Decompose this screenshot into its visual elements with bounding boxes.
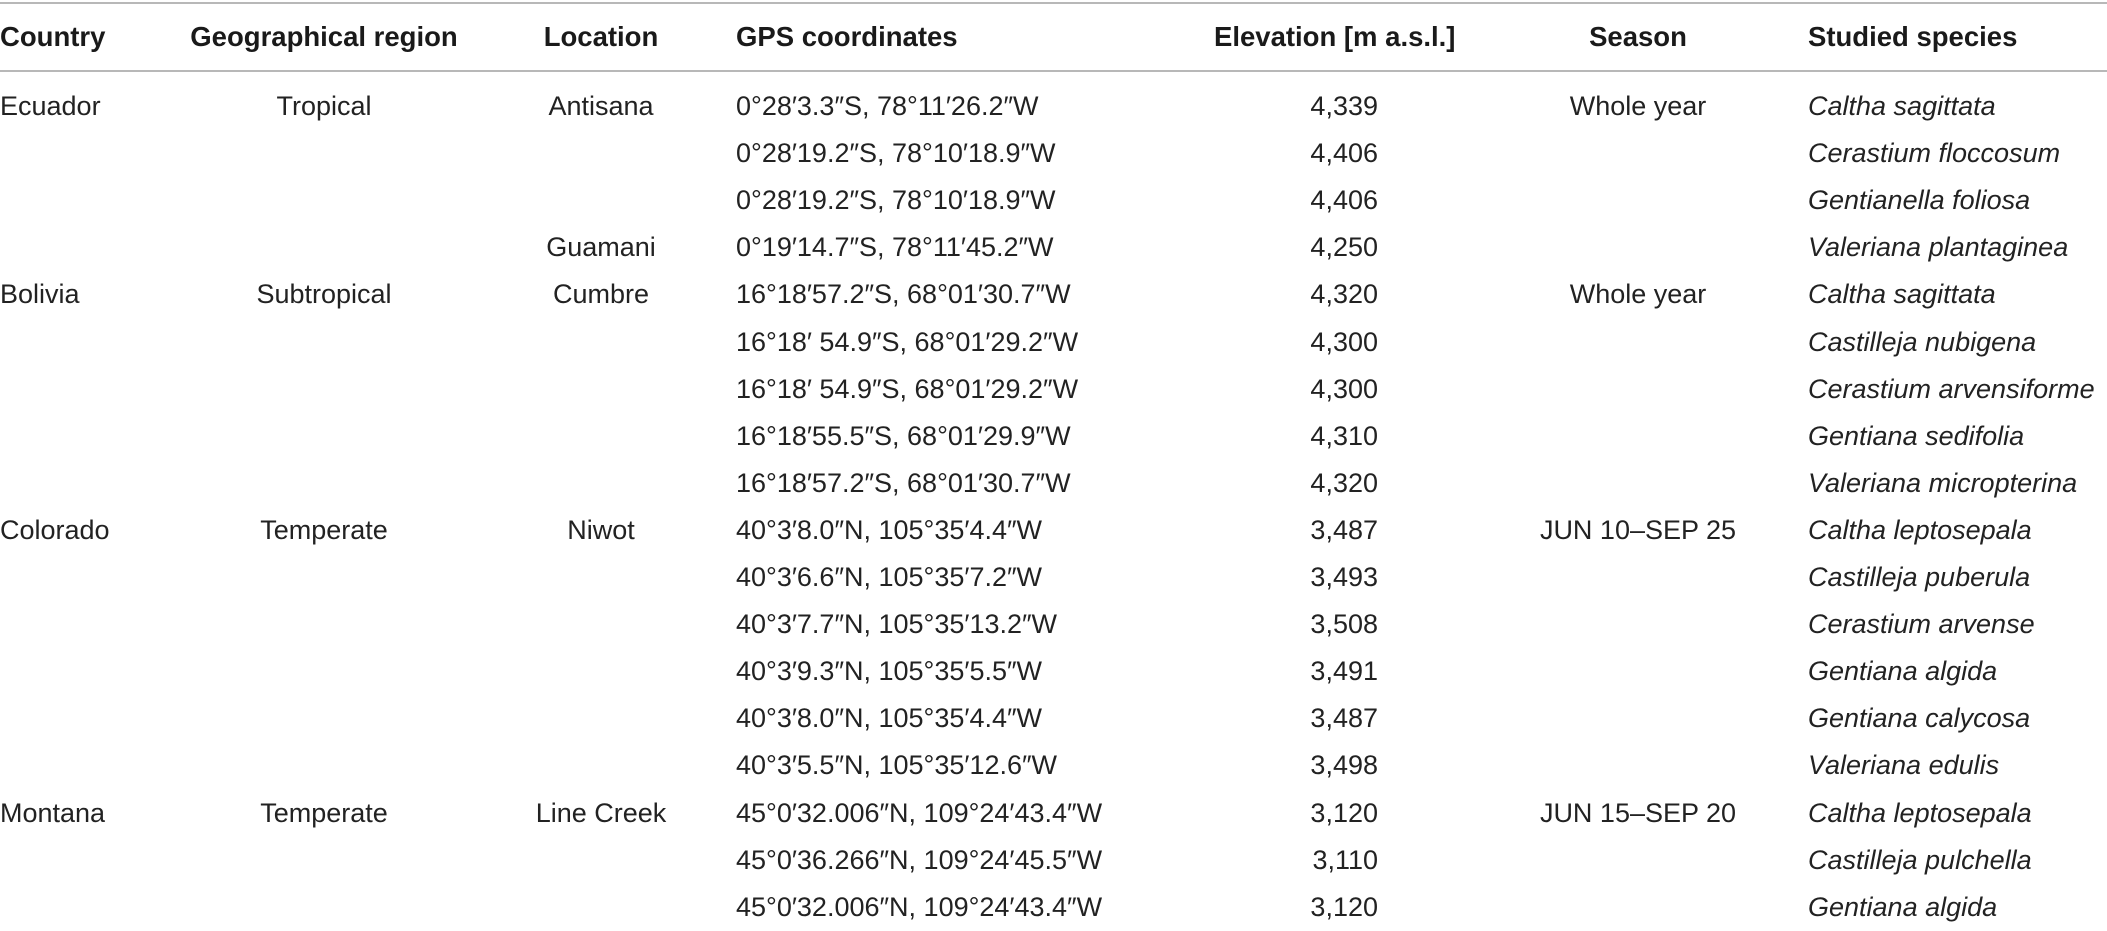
cell-elevation: 4,250 bbox=[1310, 232, 1378, 263]
cell-gps: 16°18′55.5″S, 68°01′29.9″W bbox=[736, 420, 1071, 451]
cell-elevation: 4,406 bbox=[1310, 138, 1378, 169]
cell-gps: 40°3′7.7″N, 105°35′13.2″W bbox=[736, 609, 1058, 640]
table-row: 0°28′19.2″S, 78°10′18.9″W 4,406 Gentianell… bbox=[0, 177, 2107, 224]
cell-species: Gentianella foliosa bbox=[1808, 185, 2031, 216]
cell-gps: 0°28′3.3″S, 78°11′26.2″W bbox=[736, 91, 1039, 121]
header-location: Location bbox=[543, 21, 659, 52]
header-season: Season bbox=[1589, 21, 1687, 52]
cell-region: Temperate bbox=[260, 514, 388, 545]
cell-elevation: 3,487 bbox=[1310, 514, 1378, 545]
cell-gps: 0°19′14.7″S, 78°11′45.2″W bbox=[736, 232, 1054, 263]
cell-gps: 45°0′32.006″N, 109°24′43.4″W bbox=[736, 797, 1103, 828]
cell-elevation: 4,339 bbox=[1310, 91, 1378, 121]
table-header-row: Country Geographical region Location GPS… bbox=[0, 13, 2107, 60]
cell-location: Niwot bbox=[567, 514, 635, 545]
header-gps: GPS coordinates bbox=[736, 21, 958, 52]
cell-region: Temperate bbox=[260, 797, 388, 828]
cell-country: Montana bbox=[0, 797, 106, 828]
cell-elevation: 4,406 bbox=[1310, 185, 1378, 216]
cell-season: Whole year bbox=[1569, 279, 1707, 310]
cell-species: Castilleja nubigena bbox=[1808, 326, 2037, 357]
table-row: 16°18′ 54.9″S, 68°01′29.2″W 4,300 Cerastiu… bbox=[0, 366, 2107, 413]
cell-elevation: 4,320 bbox=[1310, 467, 1378, 498]
cell-gps: 40°3′8.0″N, 105°35′4.4″W bbox=[736, 514, 1043, 545]
table-row: 40°3′6.6″N, 105°35′7.2″W 3,493 Castilleja … bbox=[0, 554, 2107, 601]
cell-gps: 16°18′ 54.9″S, 68°01′29.2″W bbox=[736, 373, 1079, 404]
table-row: Guamani 0°19′14.7″S, 78°11′45.2″W 4,250 Val… bbox=[0, 224, 2107, 271]
table-row: Ecuador Tropical Antisana 0°28′3.3″S, 78°11… bbox=[0, 83, 2107, 130]
table-row: 40°3′7.7″N, 105°35′13.2″W 3,508 Cerastium … bbox=[0, 601, 2107, 648]
cell-species: Cerastium arvensiforme bbox=[1808, 373, 2095, 404]
cell-country: Ecuador bbox=[0, 91, 101, 121]
cell-elevation: 3,491 bbox=[1310, 656, 1378, 687]
table-top-rule bbox=[0, 2, 2107, 4]
cell-elevation: 3,498 bbox=[1310, 750, 1378, 781]
cell-gps: 16°18′57.2″S, 68°01′30.7″W bbox=[736, 279, 1071, 310]
cell-location: Guamani bbox=[546, 232, 656, 263]
cell-elevation: 3,110 bbox=[1312, 844, 1378, 875]
table-row: 45°0′32.006″N, 109°24′43.4″W 3,120 Gentian… bbox=[0, 884, 2107, 931]
cell-region: Tropical bbox=[276, 91, 372, 121]
cell-gps: 16°18′57.2″S, 68°01′30.7″W bbox=[736, 467, 1071, 498]
header-species: Studied species bbox=[1808, 21, 2018, 52]
cell-species: Valeriana plantaginea bbox=[1808, 232, 2069, 263]
cell-region: Subtropical bbox=[256, 279, 392, 310]
cell-location: Line Creek bbox=[535, 797, 667, 828]
cell-elevation: 3,120 bbox=[1310, 797, 1378, 828]
cell-gps: 40°3′6.6″N, 105°35′7.2″W bbox=[736, 562, 1043, 592]
cell-species: Cerastium arvense bbox=[1808, 609, 2035, 640]
cell-species: Gentiana algida bbox=[1808, 891, 1998, 922]
table-row: 40°3′9.3″N, 105°35′5.5″W 3,491 Gentiana al… bbox=[0, 648, 2107, 695]
cell-species: Valeriana micropterina bbox=[1808, 467, 2078, 498]
cell-elevation: 3,487 bbox=[1310, 703, 1378, 734]
cell-gps: 0°28′19.2″S, 78°10′18.9″W bbox=[736, 138, 1056, 169]
cell-gps: 45°0′32.006″N, 109°24′43.4″W bbox=[736, 891, 1103, 922]
cell-species: Valeriana edulis bbox=[1808, 750, 2000, 781]
header-elevation: Elevation [m a.s.l.] bbox=[1214, 21, 1456, 52]
cell-species: Gentiana calycosa bbox=[1808, 703, 2031, 734]
cell-country: Bolivia bbox=[0, 279, 80, 310]
header-region: Geographical region bbox=[190, 21, 458, 52]
table-header-rule bbox=[0, 70, 2107, 72]
cell-gps: 16°18′ 54.9″S, 68°01′29.2″W bbox=[736, 326, 1079, 357]
cell-elevation: 3,508 bbox=[1310, 609, 1378, 640]
cell-gps: 0°28′19.2″S, 78°10′18.9″W bbox=[736, 185, 1056, 216]
cell-gps: 45°0′36.266″N, 109°24′45.5″W bbox=[736, 844, 1103, 875]
cell-season: JUN 10–SEP 25 bbox=[1539, 514, 1737, 545]
cell-location: Cumbre bbox=[552, 279, 650, 310]
cell-elevation: 3,493 bbox=[1310, 562, 1378, 592]
cell-species: Gentiana sedifolia bbox=[1808, 420, 2025, 451]
table-row: 16°18′57.2″S, 68°01′30.7″W 4,320 Valeriana… bbox=[0, 460, 2107, 507]
table-row: 40°3′8.0″N, 105°35′4.4″W 3,487 Gentiana ca… bbox=[0, 695, 2107, 742]
cell-gps: 40°3′5.5″N, 105°35′12.6″W bbox=[736, 750, 1058, 781]
cell-species: Castilleja puberula bbox=[1808, 562, 2031, 592]
cell-elevation: 4,300 bbox=[1310, 373, 1378, 404]
table-row: Colorado Temperate Niwot 40°3′8.0″N, 105°35… bbox=[0, 507, 2107, 554]
cell-location: Antisana bbox=[548, 91, 654, 121]
table-row: 40°3′5.5″N, 105°35′12.6″W 3,498 Valeriana … bbox=[0, 742, 2107, 789]
cell-species: Gentiana algida bbox=[1808, 656, 1998, 687]
table-row: 16°18′ 54.9″S, 68°01′29.2″W 4,300 Castille… bbox=[0, 319, 2107, 366]
cell-country: Colorado bbox=[0, 514, 110, 545]
table-row: Bolivia Subtropical Cumbre 16°18′57.2″S, 68… bbox=[0, 271, 2107, 318]
table-row: Montana Temperate Line Creek 45°0′32.006″N,… bbox=[0, 790, 2107, 837]
cell-elevation: 4,320 bbox=[1310, 279, 1378, 310]
cell-season: JUN 15–SEP 20 bbox=[1539, 797, 1737, 828]
cell-species: Caltha sagittata bbox=[1808, 279, 1996, 310]
table-row: 0°28′19.2″S, 78°10′18.9″W 4,406 Cerastium … bbox=[0, 130, 2107, 177]
cell-elevation: 3,120 bbox=[1310, 891, 1378, 922]
cell-species: Castilleja pulchella bbox=[1808, 844, 2032, 875]
cell-season: Whole year bbox=[1569, 91, 1707, 121]
table-row: 16°18′55.5″S, 68°01′29.9″W 4,310 Gentiana … bbox=[0, 413, 2107, 460]
cell-species: Caltha sagittata bbox=[1808, 91, 1996, 121]
cell-species: Cerastium floccosum bbox=[1808, 138, 2061, 169]
table-row: 45°0′36.266″N, 109°24′45.5″W 3,110 Castill… bbox=[0, 837, 2107, 884]
cell-gps: 40°3′8.0″N, 105°35′4.4″W bbox=[736, 703, 1043, 734]
cell-elevation: 4,310 bbox=[1310, 420, 1378, 451]
cell-species: Caltha leptosepala bbox=[1808, 797, 2032, 828]
cell-gps: 40°3′9.3″N, 105°35′5.5″W bbox=[736, 656, 1043, 687]
cell-species: Caltha leptosepala bbox=[1808, 514, 2032, 545]
cell-elevation: 4,300 bbox=[1310, 326, 1378, 357]
header-country: Country bbox=[0, 21, 106, 52]
